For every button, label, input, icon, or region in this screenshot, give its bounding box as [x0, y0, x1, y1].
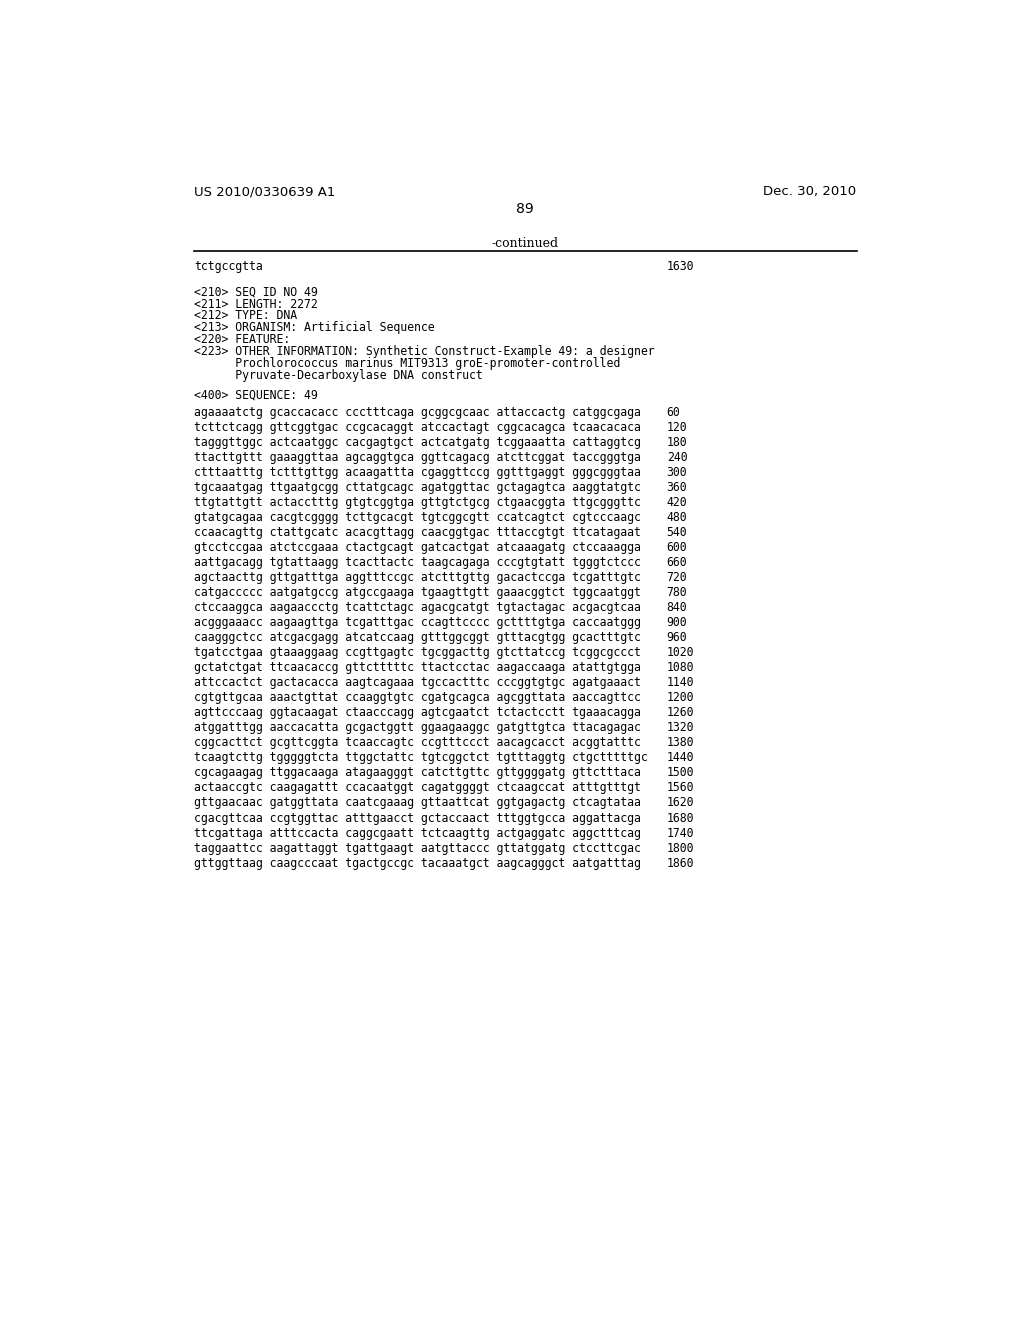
Text: Dec. 30, 2010: Dec. 30, 2010	[763, 185, 856, 198]
Text: ttcgattaga atttccacta caggcgaatt tctcaagttg actgaggatc aggctttcag: ttcgattaga atttccacta caggcgaatt tctcaag…	[194, 826, 641, 840]
Text: 240: 240	[667, 451, 687, 465]
Text: 1440: 1440	[667, 751, 694, 764]
Text: 660: 660	[667, 556, 687, 569]
Text: <223> OTHER INFORMATION: Synthetic Construct-Example 49: a designer: <223> OTHER INFORMATION: Synthetic Const…	[194, 346, 654, 358]
Text: 1620: 1620	[667, 796, 694, 809]
Text: -continued: -continued	[492, 238, 558, 249]
Text: 89: 89	[516, 202, 534, 216]
Text: ctccaaggca aagaaccctg tcattctagc agacgcatgt tgtactagac acgacgtcaa: ctccaaggca aagaaccctg tcattctagc agacgca…	[194, 602, 641, 614]
Text: agaaaatctg gcaccacacc ccctttcaga gcggcgcaac attaccactg catggcgaga: agaaaatctg gcaccacacc ccctttcaga gcggcgc…	[194, 407, 641, 420]
Text: 420: 420	[667, 496, 687, 510]
Text: 1200: 1200	[667, 692, 694, 705]
Text: ttacttgttt gaaaggttaa agcaggtgca ggttcagacg atcttcggat taccgggtga: ttacttgttt gaaaggttaa agcaggtgca ggttcag…	[194, 451, 641, 465]
Text: attccactct gactacacca aagtcagaaa tgccactttc cccggtgtgc agatgaaact: attccactct gactacacca aagtcagaaa tgccact…	[194, 676, 641, 689]
Text: 1380: 1380	[667, 737, 694, 750]
Text: 480: 480	[667, 511, 687, 524]
Text: Prochlorococcus marinus MIT9313 groE-promoter-controlled: Prochlorococcus marinus MIT9313 groE-pro…	[194, 358, 621, 370]
Text: 1630: 1630	[667, 260, 694, 273]
Text: tcaagtcttg tgggggtcta ttggctattc tgtcggctct tgtttaggtg ctgctttttgc: tcaagtcttg tgggggtcta ttggctattc tgtcggc…	[194, 751, 647, 764]
Text: gttggttaag caagcccaat tgactgccgc tacaaatgct aagcagggct aatgatttag: gttggttaag caagcccaat tgactgccgc tacaaat…	[194, 857, 641, 870]
Text: 540: 540	[667, 527, 687, 540]
Text: acgggaaacc aagaagttga tcgatttgac ccagttcccc gcttttgtga caccaatggg: acgggaaacc aagaagttga tcgatttgac ccagttc…	[194, 616, 641, 630]
Text: cgtgttgcaa aaactgttat ccaaggtgtc cgatgcagca agcggttata aaccagttcc: cgtgttgcaa aaactgttat ccaaggtgtc cgatgca…	[194, 692, 641, 705]
Text: 1320: 1320	[667, 722, 694, 734]
Text: taggaattcc aagattaggt tgattgaagt aatgttaccc gttatggatg ctccttcgac: taggaattcc aagattaggt tgattgaagt aatgtta…	[194, 842, 641, 854]
Text: 1020: 1020	[667, 647, 694, 660]
Text: catgaccccc aatgatgccg atgccgaaga tgaagttgtt gaaacggtct tggcaatggt: catgaccccc aatgatgccg atgccgaaga tgaagtt…	[194, 586, 641, 599]
Text: ttgtattgtt actacctttg gtgtcggtga gttgtctgcg ctgaacggta ttgcgggttc: ttgtattgtt actacctttg gtgtcggtga gttgtct…	[194, 496, 641, 510]
Text: 780: 780	[667, 586, 687, 599]
Text: 1680: 1680	[667, 812, 694, 825]
Text: 840: 840	[667, 602, 687, 614]
Text: 1140: 1140	[667, 676, 694, 689]
Text: 900: 900	[667, 616, 687, 630]
Text: caagggctcc atcgacgagg atcatccaag gtttggcggt gtttacgtgg gcactttgtc: caagggctcc atcgacgagg atcatccaag gtttggc…	[194, 631, 641, 644]
Text: ccaacagttg ctattgcatc acacgttagg caacggtgac tttaccgtgt ttcatagaat: ccaacagttg ctattgcatc acacgttagg caacggt…	[194, 527, 641, 540]
Text: <212> TYPE: DNA: <212> TYPE: DNA	[194, 309, 297, 322]
Text: gttgaacaac gatggttata caatcgaaag gttaattcat ggtgagactg ctcagtataa: gttgaacaac gatggttata caatcgaaag gttaatt…	[194, 796, 641, 809]
Text: <211> LENGTH: 2272: <211> LENGTH: 2272	[194, 297, 317, 310]
Text: gtcctccgaa atctccgaaa ctactgcagt gatcactgat atcaaagatg ctccaaagga: gtcctccgaa atctccgaaa ctactgcagt gatcact…	[194, 541, 641, 554]
Text: 1740: 1740	[667, 826, 694, 840]
Text: <210> SEQ ID NO 49: <210> SEQ ID NO 49	[194, 285, 317, 298]
Text: <213> ORGANISM: Artificial Sequence: <213> ORGANISM: Artificial Sequence	[194, 321, 434, 334]
Text: tcttctcagg gttcggtgac ccgcacaggt atccactagt cggcacagca tcaacacaca: tcttctcagg gttcggtgac ccgcacaggt atccact…	[194, 421, 641, 434]
Text: 1560: 1560	[667, 781, 694, 795]
Text: tagggttggc actcaatggc cacgagtgct actcatgatg tcggaaatta cattaggtcg: tagggttggc actcaatggc cacgagtgct actcatg…	[194, 436, 641, 449]
Text: 720: 720	[667, 572, 687, 585]
Text: <220> FEATURE:: <220> FEATURE:	[194, 334, 290, 346]
Text: 360: 360	[667, 482, 687, 494]
Text: 180: 180	[667, 436, 687, 449]
Text: 1500: 1500	[667, 767, 694, 780]
Text: 960: 960	[667, 631, 687, 644]
Text: cgacgttcaa ccgtggttac atttgaacct gctaccaact tttggtgcca aggattacga: cgacgttcaa ccgtggttac atttgaacct gctacca…	[194, 812, 641, 825]
Text: tctgccgtta: tctgccgtta	[194, 260, 262, 273]
Text: gctatctgat ttcaacaccg gttctttttc ttactcctac aagaccaaga atattgtgga: gctatctgat ttcaacaccg gttctttttc ttactcc…	[194, 661, 641, 675]
Text: 1800: 1800	[667, 842, 694, 854]
Text: 300: 300	[667, 466, 687, 479]
Text: tgatcctgaa gtaaaggaag ccgttgagtc tgcggacttg gtcttatccg tcggcgccct: tgatcctgaa gtaaaggaag ccgttgagtc tgcggac…	[194, 647, 641, 660]
Text: agctaacttg gttgatttga aggtttccgc atctttgttg gacactccga tcgatttgtc: agctaacttg gttgatttga aggtttccgc atctttg…	[194, 572, 641, 585]
Text: tgcaaatgag ttgaatgcgg cttatgcagc agatggttac gctagagtca aaggtatgtc: tgcaaatgag ttgaatgcgg cttatgcagc agatggt…	[194, 482, 641, 494]
Text: actaaccgtc caagagattt ccacaatggt cagatggggt ctcaagccat atttgtttgt: actaaccgtc caagagattt ccacaatggt cagatgg…	[194, 781, 641, 795]
Text: cgcagaagag ttggacaaga atagaagggt catcttgttc gttggggatg gttctttaca: cgcagaagag ttggacaaga atagaagggt catcttg…	[194, 767, 641, 780]
Text: 1260: 1260	[667, 706, 694, 719]
Text: atggatttgg aaccacatta gcgactggtt ggaagaaggc gatgttgtca ttacagagac: atggatttgg aaccacatta gcgactggtt ggaagaa…	[194, 722, 641, 734]
Text: US 2010/0330639 A1: US 2010/0330639 A1	[194, 185, 335, 198]
Text: cggcacttct gcgttcggta tcaaccagtc ccgtttccct aacagcacct acggtatttc: cggcacttct gcgttcggta tcaaccagtc ccgtttc…	[194, 737, 641, 750]
Text: ctttaatttg tctttgttgg acaagattta cgaggttccg ggtttgaggt gggcgggtaa: ctttaatttg tctttgttgg acaagattta cgaggtt…	[194, 466, 641, 479]
Text: gtatgcagaa cacgtcgggg tcttgcacgt tgtcggcgtt ccatcagtct cgtcccaagc: gtatgcagaa cacgtcgggg tcttgcacgt tgtcggc…	[194, 511, 641, 524]
Text: <400> SEQUENCE: 49: <400> SEQUENCE: 49	[194, 388, 317, 401]
Text: 600: 600	[667, 541, 687, 554]
Text: Pyruvate-Decarboxylase DNA construct: Pyruvate-Decarboxylase DNA construct	[194, 370, 482, 381]
Text: 1860: 1860	[667, 857, 694, 870]
Text: 60: 60	[667, 407, 680, 420]
Text: aattgacagg tgtattaagg tcacttactc taagcagaga cccgtgtatt tgggtctccc: aattgacagg tgtattaagg tcacttactc taagcag…	[194, 556, 641, 569]
Text: 120: 120	[667, 421, 687, 434]
Text: agttcccaag ggtacaagat ctaacccagg agtcgaatct tctactcctt tgaaacagga: agttcccaag ggtacaagat ctaacccagg agtcgaa…	[194, 706, 641, 719]
Text: 1080: 1080	[667, 661, 694, 675]
